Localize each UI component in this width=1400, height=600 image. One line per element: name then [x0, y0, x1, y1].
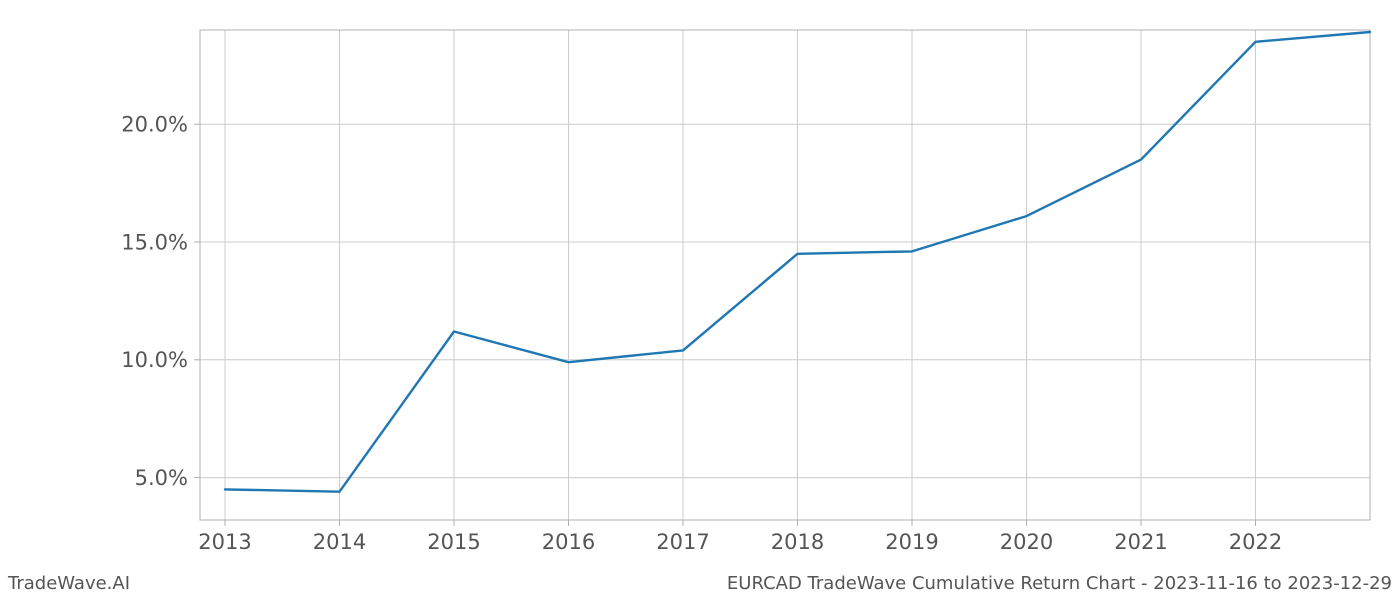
xtick-label: 2021	[1114, 530, 1167, 554]
ytick-label: 5.0%	[135, 466, 188, 490]
xtick-label: 2014	[313, 530, 366, 554]
chart-container: 2013 2014 2015 2016 2017 2018 2019 2020 2021 2022…	[0, 0, 1400, 600]
footer-right-text: EURCAD TradeWave Cumulative Return Chart…	[727, 573, 1392, 594]
xtick-label: 2019	[885, 530, 938, 554]
ytick-label: 10.0%	[121, 348, 188, 372]
ytick-label: 20.0%	[121, 113, 188, 137]
xtick-label: 2016	[542, 530, 595, 554]
xtick-label: 2022	[1229, 530, 1282, 554]
footer-left-text: TradeWave.AI	[8, 573, 130, 594]
xtick-label: 2017	[656, 530, 709, 554]
xtick-label: 2013	[198, 530, 251, 554]
chart-background	[0, 0, 1400, 600]
xtick-label: 2018	[771, 530, 824, 554]
line-chart-svg: 2013 2014 2015 2016 2017 2018 2019 2020 2021 2022…	[0, 0, 1400, 600]
xtick-label: 2015	[427, 530, 480, 554]
ytick-label: 15.0%	[121, 230, 188, 254]
xtick-label: 2020	[1000, 530, 1053, 554]
